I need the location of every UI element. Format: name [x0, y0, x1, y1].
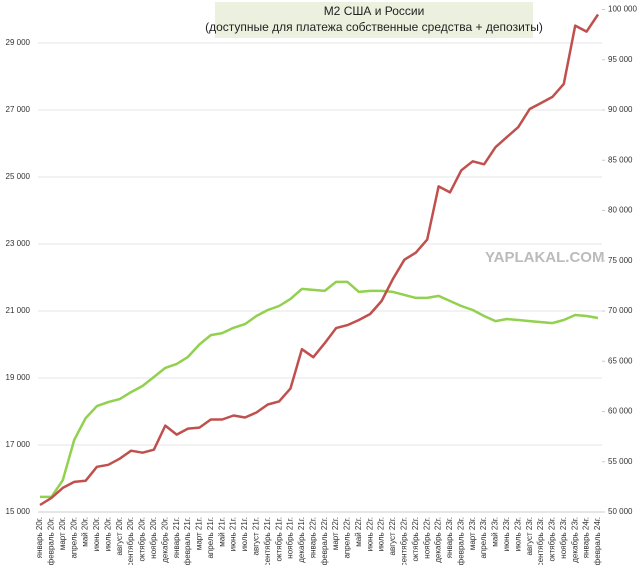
x-tick-label: май 22г.	[354, 517, 363, 547]
x-tick-label: январь 20г.	[35, 517, 44, 558]
x-tick-label: июнь 21г.	[229, 517, 238, 551]
x-tick-label: ноябрь 21г.	[286, 517, 295, 559]
title-box	[215, 2, 533, 38]
x-tick-label: июль 23г.	[513, 517, 522, 551]
y-tick-label: 25 000	[6, 172, 31, 181]
x-tick-label: сентябрь 23г.	[536, 517, 545, 565]
x-tick-label: декабрь 23г.	[570, 517, 579, 563]
x-tick-label: декабрь 21г.	[297, 517, 306, 563]
x-tick-label: октябрь 23г.	[548, 517, 557, 562]
chart-title: М2 США и России	[324, 4, 425, 18]
x-tick-label: июнь 22г.	[365, 517, 374, 551]
x-tick-label: февраль 21г.	[183, 517, 192, 565]
x-tick-label: октябрь 21г.	[274, 517, 283, 562]
x-tick-label: май 23г.	[491, 517, 500, 547]
y2-tick-label: 70 000	[608, 306, 633, 315]
x-tick-label: март 20г.	[58, 517, 67, 550]
y-tick-label: 17 000	[6, 440, 31, 449]
x-tick-label: июль 20г.	[103, 517, 112, 551]
x-tick-label: ноябрь 23г.	[559, 517, 568, 559]
x-tick-label: сентябрь 20г.	[126, 517, 135, 565]
x-tick-label: май 21г.	[217, 517, 226, 547]
y-tick-label: 19 000	[6, 373, 31, 382]
y-tick-label: 23 000	[6, 239, 31, 248]
x-tick-label: январь 24г.	[582, 517, 591, 558]
y2-tick-label: 75 000	[608, 256, 633, 265]
x-tick-label: август 22г.	[388, 517, 397, 555]
y-tick-label: 21 000	[6, 306, 31, 315]
y-tick-label: 29 000	[6, 38, 31, 47]
x-tick-label: март 23г.	[468, 517, 477, 550]
x-tick-label: январь 23г.	[445, 517, 454, 558]
x-tick-label: февраль 20г.	[46, 517, 55, 565]
y2-tick-label: 80 000	[608, 206, 633, 215]
y2-tick-label: 65 000	[608, 356, 633, 365]
x-tick-label: октябрь 20г.	[138, 517, 147, 562]
x-tick-label: апрель 22г.	[343, 517, 352, 559]
x-tick-label: январь 22г.	[308, 517, 317, 558]
watermark: YAPLAKAL.COM	[485, 249, 604, 266]
x-tick-label: декабрь 22г.	[434, 517, 443, 563]
x-tick-label: август 20г.	[115, 517, 124, 555]
x-tick-label: сентябрь 21г.	[263, 517, 272, 565]
y2-tick-label: 95 000	[608, 55, 633, 64]
x-tick-label: декабрь 20г.	[160, 517, 169, 563]
x-tick-label: июль 22г.	[377, 517, 386, 551]
x-tick-label: апрель 20г.	[69, 517, 78, 559]
x-tick-label: март 22г.	[331, 517, 340, 550]
y-tick-label: 27 000	[6, 105, 31, 114]
y-tick-label: 15 000	[6, 507, 31, 516]
y2-tick-label: 55 000	[608, 457, 633, 466]
line-series	[40, 280, 599, 499]
x-tick-label: ноябрь 22г.	[422, 517, 431, 559]
x-tick-label: март 21г.	[195, 517, 204, 550]
x-tick-label: ноябрь 20г.	[149, 517, 158, 559]
x-tick-label: февраль 22г.	[320, 517, 329, 565]
x-tick-label: сентябрь 22г.	[400, 517, 409, 565]
y2-tick-label: 50 000	[608, 507, 633, 516]
x-tick-label: июнь 20г.	[92, 517, 101, 551]
x-tick-label: февраль 24г.	[593, 517, 602, 565]
y2-tick-label: 85 000	[608, 155, 633, 164]
x-tick-label: май 20г.	[81, 517, 90, 547]
y2-tick-label: 100 000	[608, 5, 637, 14]
x-tick-label: август 21г.	[251, 517, 260, 555]
x-tick-label: апрель 21г.	[206, 517, 215, 559]
x-tick-label: июль 21г.	[240, 517, 249, 551]
x-tick-label: февраль 23г.	[456, 517, 465, 565]
x-tick-label: октябрь 22г.	[411, 517, 420, 562]
chart-subtitle: (доступные для платежа собственные средс…	[205, 20, 543, 34]
y2-tick-label: 60 000	[608, 407, 633, 416]
x-tick-label: август 23г.	[525, 517, 534, 555]
line-series	[39, 13, 600, 507]
x-tick-label: январь 21г.	[172, 517, 181, 558]
x-tick-label: апрель 23г.	[479, 517, 488, 559]
y2-tick-label: 90 000	[608, 105, 633, 114]
x-tick-label: июнь 23г.	[502, 517, 511, 551]
